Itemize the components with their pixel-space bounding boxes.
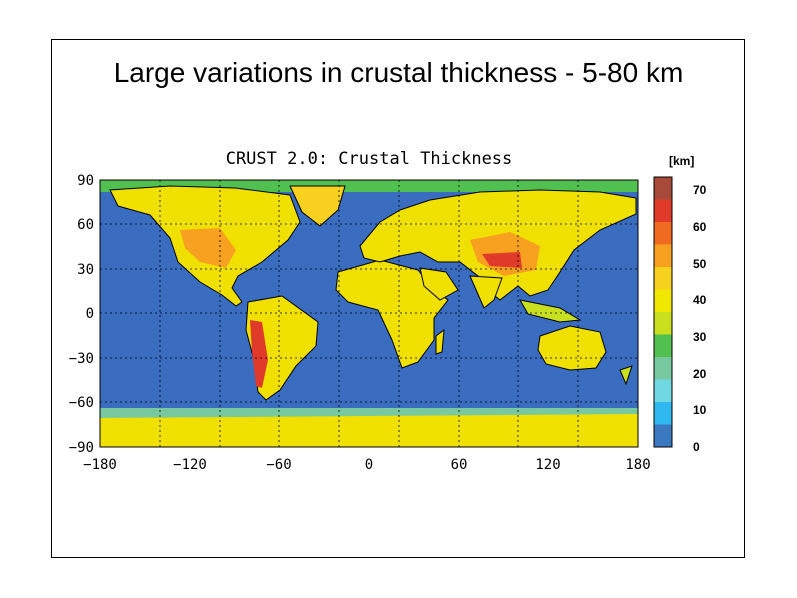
colorbar-unit: [km]: [669, 154, 694, 168]
colorbar-tick-label: 10: [693, 403, 707, 417]
lon-tick-label: 60: [451, 457, 468, 473]
na-rockies: [180, 228, 236, 268]
new-zealand: [619, 365, 633, 386]
lat-tick-label: 30: [77, 262, 94, 278]
colorbar-tick-label: 30: [693, 330, 707, 344]
colorbar-swatch: [654, 289, 672, 313]
arabia: [419, 267, 459, 301]
colorbar-swatch: [654, 424, 672, 448]
lat-tick-label: 60: [77, 217, 94, 233]
tibet-core: [482, 252, 522, 268]
australia: [537, 325, 607, 371]
slide-title: Large variations in crustal thickness - …: [113, 57, 684, 88]
colorbar-tick-label: 0: [693, 440, 700, 454]
lat-tick-label: −90: [69, 440, 94, 456]
colorbar-tick-label: 70: [693, 183, 707, 197]
lat-tick-label: −30: [69, 351, 94, 367]
africa: [335, 259, 449, 369]
colorbar-tick-labels: 70 60 50 40 30 20 10 0: [693, 183, 707, 454]
colorbar-swatch: [654, 244, 672, 268]
lon-tick-label: −60: [266, 457, 291, 473]
antarctica: [100, 414, 638, 447]
colorbar-swatch: [654, 177, 672, 200]
colorbar-swatch: [654, 357, 672, 380]
map-frame: [99, 179, 639, 448]
lat-tick-label: 90: [77, 173, 94, 189]
lon-tick-label: 120: [535, 457, 560, 473]
lat-tick-label: −60: [69, 395, 94, 411]
lat-tick-label: 0: [86, 306, 94, 322]
plot-title: CRUST 2.0: Crustal Thickness: [226, 149, 513, 169]
india: [469, 275, 503, 309]
lon-tick-label: −120: [173, 457, 207, 473]
colorbar-tick-label: 50: [693, 257, 707, 271]
colorbar-swatch: [654, 267, 672, 290]
map-area: [100, 180, 638, 447]
lon-tick-label: 0: [365, 457, 373, 473]
colorbar-swatch: [654, 312, 672, 335]
colorbar-swatch: [654, 334, 672, 358]
colorbar-tick-label: 20: [693, 367, 707, 381]
colorbar: [654, 177, 672, 448]
colorbar-frame: [653, 176, 673, 448]
lon-tick-label: −180: [83, 457, 117, 473]
lon-tick-label: 180: [625, 457, 650, 473]
greenland: [289, 185, 346, 227]
colorbar-swatch: [654, 379, 672, 403]
colorbar-tick-label: 40: [693, 293, 707, 307]
colorbar-swatch: [654, 222, 672, 245]
lon-tick-labels: −180 −120 −60 0 60 120 180: [83, 457, 651, 473]
colorbar-swatch: [654, 402, 672, 425]
colorbar-swatch: [654, 199, 672, 223]
lat-tick-labels: 90 60 30 0 −30 −60 −90: [69, 173, 94, 456]
colorbar-tick-label: 60: [693, 220, 707, 234]
andes: [250, 320, 268, 388]
madagascar: [435, 328, 445, 355]
indonesia: [519, 299, 582, 323]
